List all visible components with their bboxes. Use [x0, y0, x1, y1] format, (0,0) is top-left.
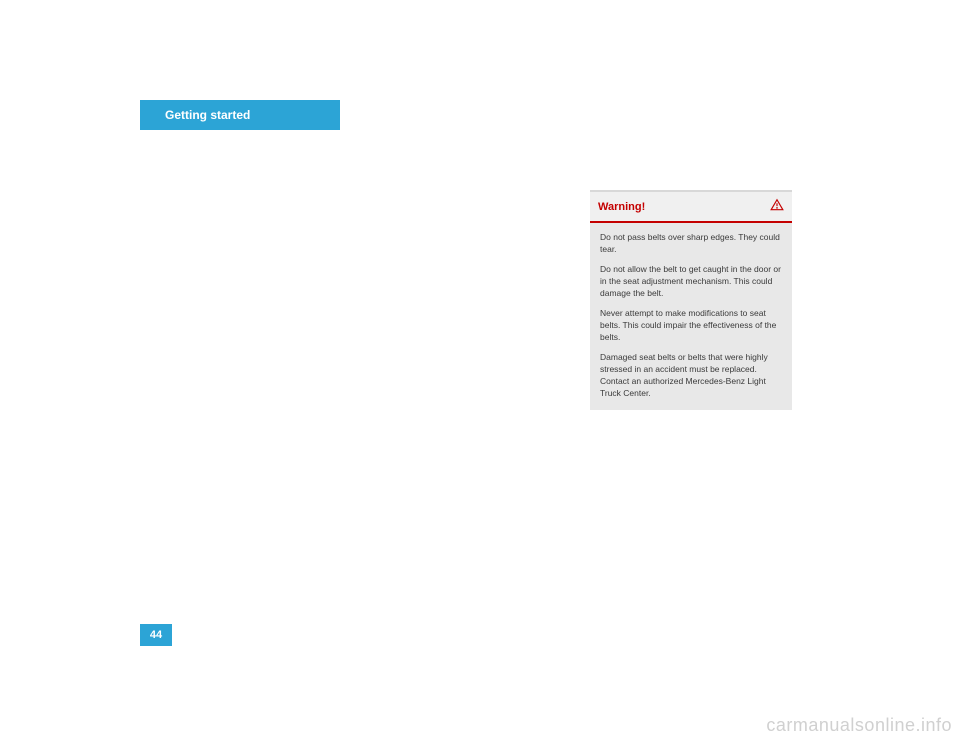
warning-paragraph: Never attempt to make modifications to s… — [600, 307, 782, 344]
page-container: Getting started Warning! Do not pass bel… — [80, 60, 880, 680]
warning-paragraph: Damaged seat belts or belts that were hi… — [600, 351, 782, 400]
warning-body: Do not pass belts over sharp edges. They… — [590, 223, 792, 410]
section-title: Getting started — [165, 108, 250, 122]
warning-title: Warning! — [598, 201, 645, 213]
warning-box: Warning! Do not pass belts over sharp ed… — [590, 190, 792, 410]
warning-paragraph: Do not allow the belt to get caught in t… — [600, 263, 782, 300]
warning-header: Warning! — [590, 192, 792, 223]
section-header-tab: Getting started — [140, 100, 340, 130]
page-number-tab: 44 — [140, 624, 172, 646]
warning-paragraph: Do not pass belts over sharp edges. They… — [600, 231, 782, 256]
watermark: carmanualsonline.info — [766, 715, 952, 736]
page-number: 44 — [150, 629, 162, 641]
warning-icon — [770, 198, 784, 215]
